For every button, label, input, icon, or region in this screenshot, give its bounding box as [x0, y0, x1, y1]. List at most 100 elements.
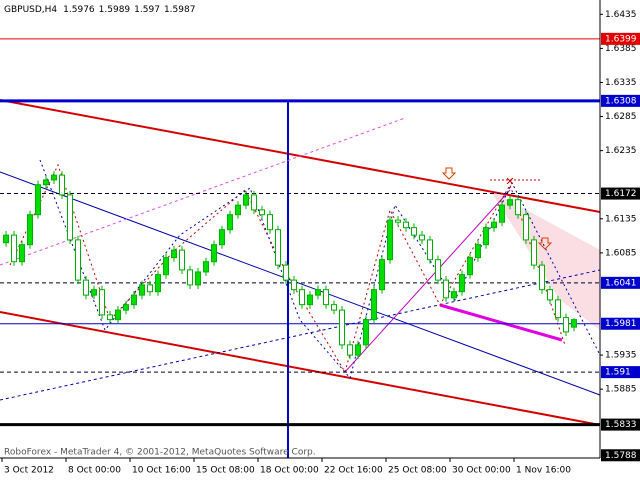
level-box	[601, 418, 640, 431]
chart-header: GBPUSD,H4 1.5976 1.5989 1.597 1.5987	[4, 5, 195, 15]
candle-body	[515, 199, 521, 216]
candle-body	[35, 184, 41, 216]
candle-body	[27, 214, 33, 246]
level-label: 1.6041	[605, 278, 637, 288]
candle-body	[219, 229, 225, 246]
y-tick-label: 1.6135	[605, 214, 637, 224]
x-tick-label: 22 Oct 16:00	[324, 466, 383, 476]
candle-body	[3, 234, 9, 244]
candle-body	[555, 299, 561, 319]
candle-body	[299, 289, 305, 306]
candle-body	[547, 289, 553, 301]
x-tick-label: 30 Oct 00:00	[452, 466, 511, 476]
level-label: 1.5788	[605, 451, 637, 461]
candle-body	[83, 279, 89, 296]
candle-body	[227, 214, 233, 231]
candle-body	[11, 234, 17, 263]
candle-body	[403, 221, 409, 229]
level-box	[601, 94, 640, 107]
candle-body	[131, 294, 137, 306]
forecast-area	[490, 190, 600, 330]
candle-body	[19, 244, 25, 263]
last-close: 1.5987	[164, 5, 196, 15]
candle-body	[59, 174, 65, 196]
level-label: 1.5833	[605, 420, 637, 430]
candle-body	[283, 264, 289, 281]
level-label: 1.6399	[605, 34, 637, 44]
candle-body	[99, 289, 105, 316]
candle-body	[291, 279, 297, 291]
y-tick-label: 1.6235	[605, 146, 637, 156]
candle-body	[211, 244, 217, 263]
level-box	[601, 449, 640, 462]
candle-body	[395, 219, 401, 223]
candle-body	[139, 284, 145, 296]
candle-body	[539, 264, 545, 291]
level-box	[601, 317, 640, 330]
candle-body	[195, 271, 201, 286]
candle-body	[147, 284, 153, 293]
candle-body	[187, 269, 193, 286]
candle-body	[451, 291, 457, 299]
candle-body	[115, 309, 121, 321]
x-tick-label: 8 Oct 00:00	[68, 466, 121, 476]
candle-body	[163, 257, 169, 276]
arrow-icon	[441, 167, 457, 180]
watermark: RoboForex - MetaTrader 4, © 2001-2012, M…	[4, 448, 316, 458]
candle-body	[203, 261, 209, 273]
candle-body	[275, 229, 281, 266]
candle-body	[491, 221, 497, 229]
candle-body	[323, 289, 329, 306]
level-box	[601, 32, 640, 45]
candle-body	[419, 234, 425, 241]
trend-line	[0, 269, 601, 401]
symbol: GBPUSD,H4	[4, 5, 57, 15]
candle-body	[531, 239, 537, 266]
candle-body	[315, 289, 321, 296]
level-box	[601, 187, 640, 200]
candle-body	[435, 259, 441, 281]
candle-body	[563, 317, 569, 333]
plot-area	[0, 38, 600, 427]
level-box	[601, 366, 640, 379]
candle-body	[307, 294, 313, 306]
candle-body	[499, 204, 505, 223]
candle-body	[171, 249, 177, 259]
candle-body	[467, 257, 473, 276]
wave-path	[9, 163, 566, 374]
candle-body	[427, 239, 433, 261]
level-box	[601, 276, 640, 289]
candle-body	[75, 239, 81, 281]
x-tick-label: 18 Oct 00:00	[260, 466, 319, 476]
candle-body	[571, 319, 577, 328]
candle-body	[387, 219, 393, 261]
level-label: 1.6308	[605, 96, 637, 106]
candle-body	[51, 174, 57, 181]
level-label: 1.5981	[605, 319, 637, 329]
cross-marker: ✕	[505, 175, 514, 188]
candle-body	[155, 274, 161, 293]
candle-body	[107, 314, 113, 321]
level-label: 1.591	[605, 368, 631, 378]
last-low: 1.597	[134, 5, 160, 15]
candle-body	[267, 214, 273, 231]
candle-body	[67, 194, 73, 241]
candle-body	[243, 194, 249, 206]
last-open: 1.5976	[63, 5, 95, 15]
candle-body	[483, 227, 489, 246]
y-tick-label: 1.6385	[605, 44, 637, 54]
candle-body	[411, 227, 417, 236]
candle-body	[523, 214, 529, 241]
candle-body	[259, 209, 265, 216]
candle-body	[331, 304, 337, 311]
x-tick-label: 10 Oct 16:00	[132, 466, 191, 476]
fan-line	[344, 189, 511, 373]
x-tick-label: 15 Oct 08:00	[196, 466, 255, 476]
candle-body	[371, 289, 377, 321]
candle-body	[339, 309, 345, 346]
candle-body	[347, 344, 353, 356]
wave-line	[439, 303, 563, 342]
level-label: 1.6172	[605, 189, 637, 199]
